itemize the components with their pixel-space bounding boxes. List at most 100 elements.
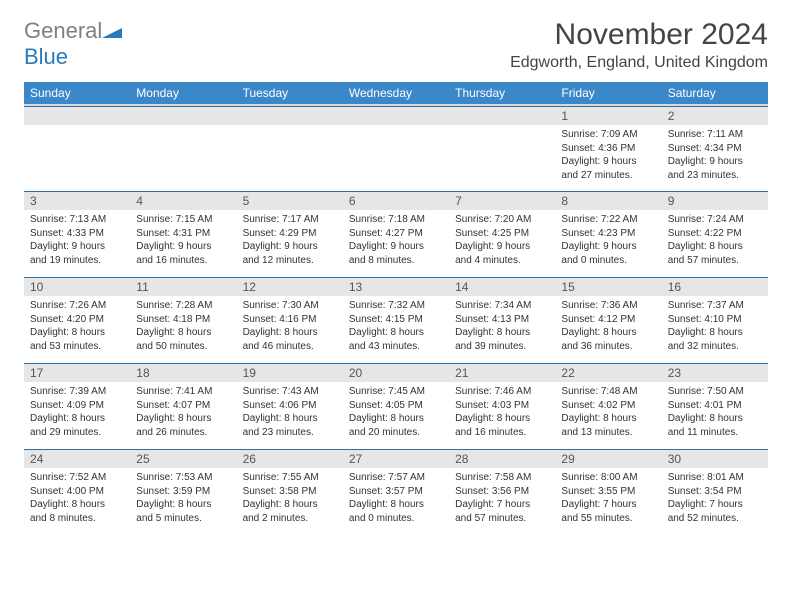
daylight-text: Daylight: 8 hours and 11 minutes. [668,412,762,439]
day-content: Sunrise: 7:30 AMSunset: 4:16 PMDaylight:… [237,296,343,359]
sunrise-text: Sunrise: 7:20 AM [455,213,549,227]
daylight-text: Daylight: 8 hours and 2 minutes. [243,498,337,525]
day-number: 16 [662,277,768,296]
header: General Blue November 2024 Edgworth, Eng… [24,18,768,72]
sunrise-text: Sunrise: 7:09 AM [561,128,655,142]
weekday-header: Sunday [24,82,130,105]
day-number: 27 [343,449,449,468]
calendar-cell: 20Sunrise: 7:45 AMSunset: 4:05 PMDayligh… [343,363,449,449]
calendar-week-row: 3Sunrise: 7:13 AMSunset: 4:33 PMDaylight… [24,191,768,277]
day-content: Sunrise: 7:48 AMSunset: 4:02 PMDaylight:… [555,382,661,445]
day-content: Sunrise: 7:11 AMSunset: 4:34 PMDaylight:… [662,125,768,188]
day-content: Sunrise: 7:36 AMSunset: 4:12 PMDaylight:… [555,296,661,359]
daylight-text: Daylight: 8 hours and 16 minutes. [455,412,549,439]
day-number: 28 [449,449,555,468]
title-block: November 2024 Edgworth, England, United … [510,18,768,72]
sunset-text: Sunset: 4:07 PM [136,399,230,413]
sunset-text: Sunset: 4:31 PM [136,227,230,241]
sunrise-text: Sunrise: 7:36 AM [561,299,655,313]
day-content: Sunrise: 8:00 AMSunset: 3:55 PMDaylight:… [555,468,661,531]
day-content: Sunrise: 7:17 AMSunset: 4:29 PMDaylight:… [237,210,343,273]
daylight-text: Daylight: 8 hours and 8 minutes. [30,498,124,525]
sunrise-text: Sunrise: 7:26 AM [30,299,124,313]
sunset-text: Sunset: 4:29 PM [243,227,337,241]
day-content: Sunrise: 7:13 AMSunset: 4:33 PMDaylight:… [24,210,130,273]
day-number [449,106,555,125]
calendar-cell: 14Sunrise: 7:34 AMSunset: 4:13 PMDayligh… [449,277,555,363]
sunset-text: Sunset: 4:36 PM [561,142,655,156]
daylight-text: Daylight: 7 hours and 57 minutes. [455,498,549,525]
calendar-cell: 30Sunrise: 8:01 AMSunset: 3:54 PMDayligh… [662,449,768,535]
sunset-text: Sunset: 4:20 PM [30,313,124,327]
sunrise-text: Sunrise: 7:58 AM [455,471,549,485]
sunset-text: Sunset: 4:03 PM [455,399,549,413]
sunset-text: Sunset: 4:05 PM [349,399,443,413]
sunset-text: Sunset: 4:33 PM [30,227,124,241]
calendar-cell: 17Sunrise: 7:39 AMSunset: 4:09 PMDayligh… [24,363,130,449]
sunrise-text: Sunrise: 7:18 AM [349,213,443,227]
sunrise-text: Sunrise: 8:01 AM [668,471,762,485]
calendar-cell: 23Sunrise: 7:50 AMSunset: 4:01 PMDayligh… [662,363,768,449]
day-number: 7 [449,191,555,210]
sunrise-text: Sunrise: 7:53 AM [136,471,230,485]
day-content: Sunrise: 7:46 AMSunset: 4:03 PMDaylight:… [449,382,555,445]
day-number: 1 [555,106,661,125]
logo-triangle-icon [102,24,122,43]
sunset-text: Sunset: 4:25 PM [455,227,549,241]
daylight-text: Daylight: 9 hours and 4 minutes. [455,240,549,267]
sunset-text: Sunset: 4:15 PM [349,313,443,327]
logo-part1: General [24,18,102,43]
day-number: 9 [662,191,768,210]
daylight-text: Daylight: 8 hours and 39 minutes. [455,326,549,353]
day-number: 10 [24,277,130,296]
day-number: 29 [555,449,661,468]
sunset-text: Sunset: 3:57 PM [349,485,443,499]
day-number: 11 [130,277,236,296]
daylight-text: Daylight: 8 hours and 46 minutes. [243,326,337,353]
day-content: Sunrise: 7:28 AMSunset: 4:18 PMDaylight:… [130,296,236,359]
day-content: Sunrise: 7:24 AMSunset: 4:22 PMDaylight:… [662,210,768,273]
day-number: 24 [24,449,130,468]
daylight-text: Daylight: 8 hours and 57 minutes. [668,240,762,267]
sunrise-text: Sunrise: 7:57 AM [349,471,443,485]
day-content: Sunrise: 7:15 AMSunset: 4:31 PMDaylight:… [130,210,236,273]
logo: General Blue [24,18,122,70]
weekday-header: Thursday [449,82,555,105]
calendar-cell: 19Sunrise: 7:43 AMSunset: 4:06 PMDayligh… [237,363,343,449]
day-number: 25 [130,449,236,468]
sunset-text: Sunset: 4:16 PM [243,313,337,327]
daylight-text: Daylight: 8 hours and 29 minutes. [30,412,124,439]
sunset-text: Sunset: 4:22 PM [668,227,762,241]
day-number: 30 [662,449,768,468]
daylight-text: Daylight: 9 hours and 19 minutes. [30,240,124,267]
weekday-header-row: Sunday Monday Tuesday Wednesday Thursday… [24,82,768,105]
sunset-text: Sunset: 4:06 PM [243,399,337,413]
day-number [237,106,343,125]
day-number: 19 [237,363,343,382]
daylight-text: Daylight: 8 hours and 53 minutes. [30,326,124,353]
sunset-text: Sunset: 4:10 PM [668,313,762,327]
daylight-text: Daylight: 9 hours and 12 minutes. [243,240,337,267]
calendar-cell: 12Sunrise: 7:30 AMSunset: 4:16 PMDayligh… [237,277,343,363]
sunset-text: Sunset: 4:01 PM [668,399,762,413]
sunset-text: Sunset: 3:59 PM [136,485,230,499]
day-content: Sunrise: 7:57 AMSunset: 3:57 PMDaylight:… [343,468,449,531]
day-number: 8 [555,191,661,210]
calendar-cell: 26Sunrise: 7:55 AMSunset: 3:58 PMDayligh… [237,449,343,535]
calendar-cell: 25Sunrise: 7:53 AMSunset: 3:59 PMDayligh… [130,449,236,535]
day-number: 15 [555,277,661,296]
calendar-cell: 15Sunrise: 7:36 AMSunset: 4:12 PMDayligh… [555,277,661,363]
sunrise-text: Sunrise: 7:15 AM [136,213,230,227]
calendar-table: Sunday Monday Tuesday Wednesday Thursday… [24,82,768,535]
day-content: Sunrise: 7:34 AMSunset: 4:13 PMDaylight:… [449,296,555,359]
calendar-cell: 16Sunrise: 7:37 AMSunset: 4:10 PMDayligh… [662,277,768,363]
sunrise-text: Sunrise: 7:17 AM [243,213,337,227]
calendar-cell: 29Sunrise: 8:00 AMSunset: 3:55 PMDayligh… [555,449,661,535]
sunrise-text: Sunrise: 7:32 AM [349,299,443,313]
weekday-header: Tuesday [237,82,343,105]
sunrise-text: Sunrise: 7:52 AM [30,471,124,485]
day-content: Sunrise: 7:52 AMSunset: 4:00 PMDaylight:… [24,468,130,531]
calendar-cell: 22Sunrise: 7:48 AMSunset: 4:02 PMDayligh… [555,363,661,449]
day-number [343,106,449,125]
day-content: Sunrise: 7:18 AMSunset: 4:27 PMDaylight:… [343,210,449,273]
